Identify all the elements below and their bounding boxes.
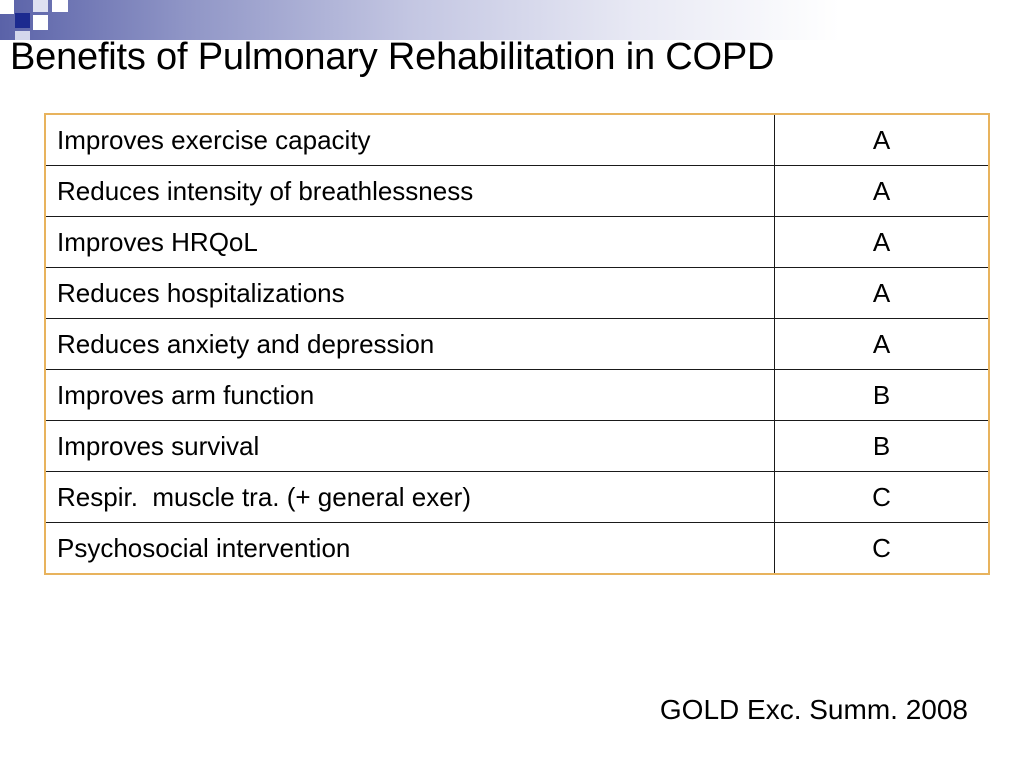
benefit-cell: Reduces hospitalizations — [45, 267, 775, 319]
benefit-cell: Reduces anxiety and depression — [45, 318, 775, 370]
benefits-table: Improves exercise capacity A Reduces int… — [44, 113, 990, 575]
table-row: Improves survival B — [45, 420, 989, 472]
table-row: Improves HRQoL A — [45, 216, 989, 268]
table-row: Reduces anxiety and depression A — [45, 318, 989, 370]
header-decoration-band — [0, 0, 1024, 40]
decorative-square — [15, 31, 30, 40]
table-row: Improves arm function B — [45, 369, 989, 421]
decorative-square — [0, 0, 14, 14]
benefit-cell: Reduces intensity of breathlessness — [45, 165, 775, 217]
benefit-cell: Improves exercise capacity — [45, 114, 775, 166]
table-row: Reduces hospitalizations A — [45, 267, 989, 319]
table-row: Improves exercise capacity A — [45, 114, 989, 166]
evidence-grade-cell: C — [774, 471, 989, 523]
decorative-square — [52, 0, 68, 12]
decorative-square — [33, 15, 48, 30]
benefit-cell: Psychosocial intervention — [45, 522, 775, 574]
evidence-grade-cell: A — [774, 318, 989, 370]
table-row: Respir. muscle tra. (+ general exer) C — [45, 471, 989, 523]
slide-title: Benefits of Pulmonary Rehabilitation in … — [10, 36, 775, 78]
benefit-cell: Improves HRQoL — [45, 216, 775, 268]
evidence-grade-cell: A — [774, 114, 989, 166]
benefit-cell: Improves arm function — [45, 369, 775, 421]
evidence-grade-cell: B — [774, 369, 989, 421]
evidence-grade-cell: A — [774, 216, 989, 268]
decorative-square — [33, 0, 48, 12]
benefit-cell: Respir. muscle tra. (+ general exer) — [45, 471, 775, 523]
decorative-square — [15, 13, 30, 28]
benefit-cell: Improves survival — [45, 420, 775, 472]
evidence-grade-cell: A — [774, 267, 989, 319]
table-row: Reduces intensity of breathlessness A — [45, 165, 989, 217]
evidence-grade-cell: A — [774, 165, 989, 217]
evidence-grade-cell: C — [872, 532, 891, 563]
evidence-grade-cell: B — [774, 420, 989, 472]
table-row: Psychosocial intervention C — [45, 522, 989, 574]
source-citation: GOLD Exc. Summ. 2008 — [659, 694, 968, 725]
